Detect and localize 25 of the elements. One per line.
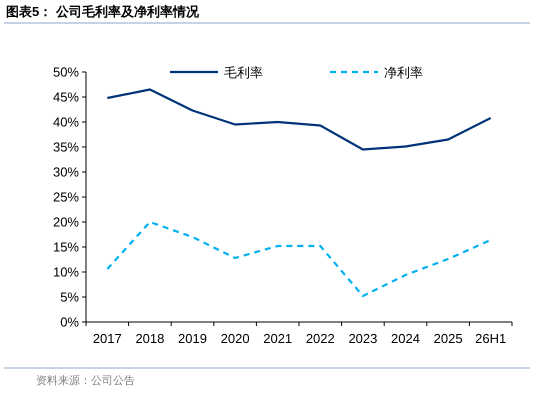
text: 资料来源：公司公告: [36, 374, 135, 387]
x-tick-label: 2023: [348, 331, 378, 346]
x-tick-label: 2021: [263, 331, 292, 346]
y-tick-label: 15%: [52, 240, 80, 254]
legend-label: 净利率: [384, 65, 423, 80]
x-tick-label: 2019: [178, 331, 207, 346]
x-tick-label: 2017: [92, 331, 122, 346]
x-tick-label: 2024: [391, 331, 420, 346]
chart-title: 图表5： 公司毛利率及净利率情况: [6, 4, 200, 19]
x-tick-label: 2025: [434, 331, 463, 346]
x-tick-label: 2020: [220, 331, 250, 346]
x-tick-label: 2022: [306, 331, 335, 346]
y-tick-label: 25%: [52, 190, 80, 204]
y-tick-label: 0%: [60, 314, 80, 330]
legend-label: 毛利率: [224, 65, 263, 80]
y-tick-label: 10%: [52, 264, 80, 280]
y-tick-label: 20%: [52, 214, 80, 230]
y-tick-label: 50%: [52, 64, 80, 80]
y-tick-label: 35%: [52, 140, 80, 154]
x-tick-label: 26H1: [475, 331, 506, 346]
y-tick-label: 40%: [52, 114, 80, 130]
y-tick-label: 30%: [52, 164, 80, 180]
x-tick-label: 2018: [135, 331, 164, 346]
y-tick-label: 5%: [60, 290, 80, 304]
y-tick-label: 45%: [52, 90, 80, 104]
